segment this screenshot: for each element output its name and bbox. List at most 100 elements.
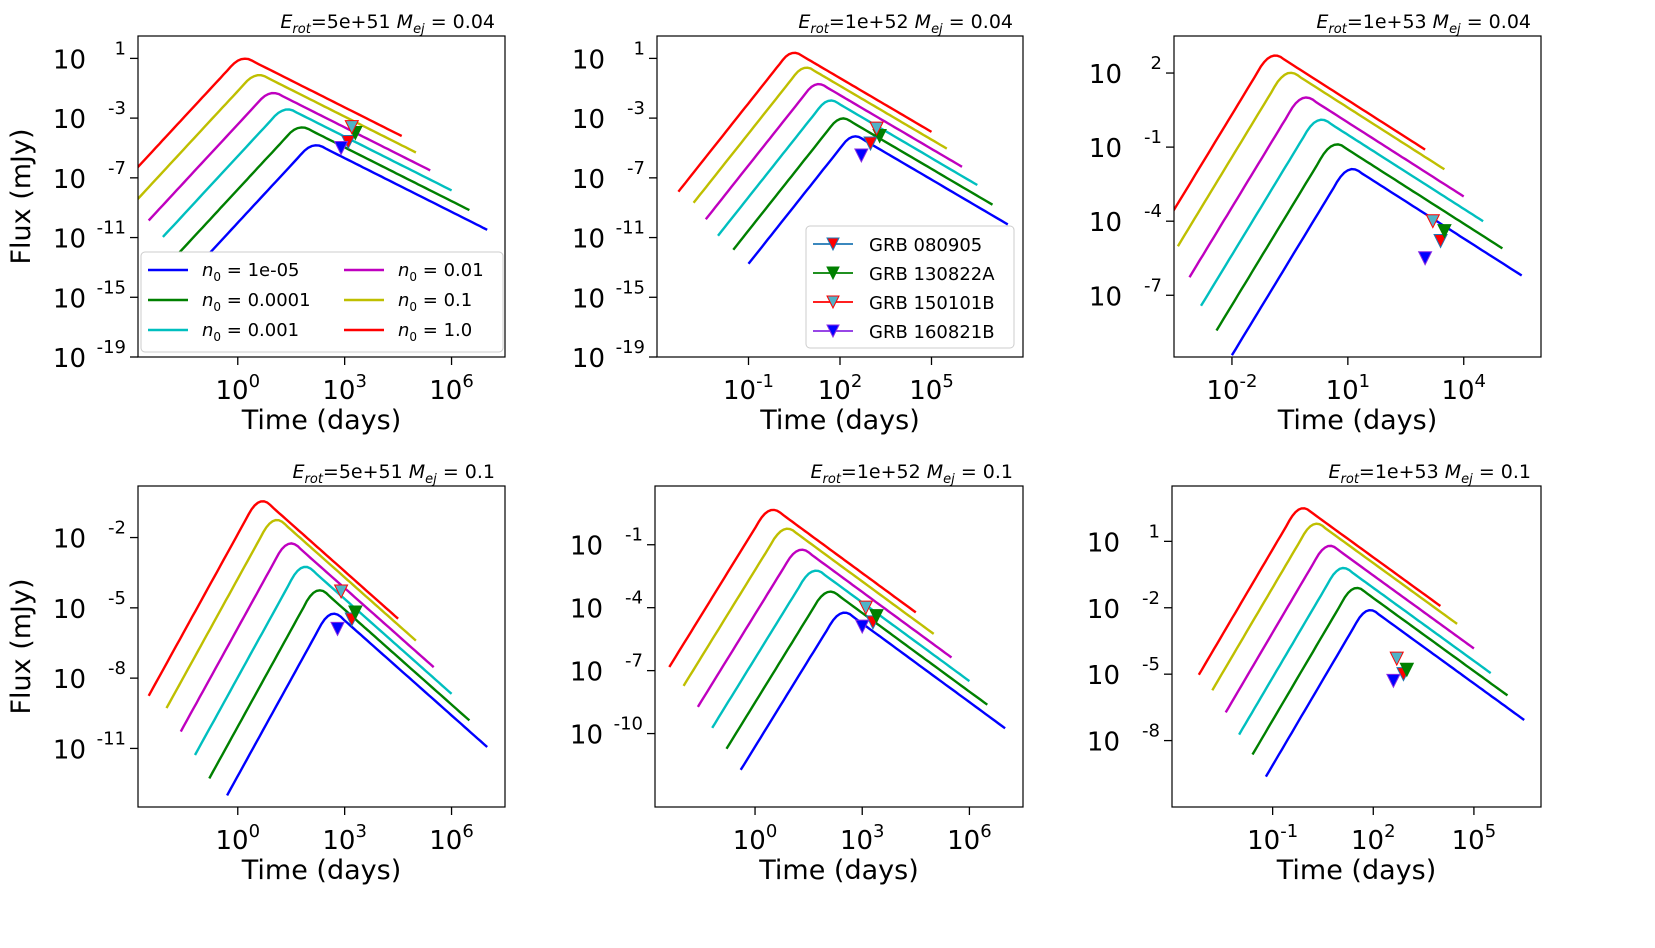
legend-entry-n0: n0 = 0.001	[202, 320, 299, 344]
curves	[677, 51, 1009, 265]
grb-marker-3	[344, 120, 360, 135]
curve-n0-5	[692, 66, 948, 204]
curve-n0-1	[226, 612, 488, 796]
legend-marker	[826, 237, 840, 252]
x-tick-label: 101	[1326, 371, 1371, 406]
curve-n0-3	[1199, 118, 1484, 307]
grb-marker-4	[1417, 251, 1433, 266]
curve-n0-1	[194, 144, 488, 270]
curve-n0-6	[147, 500, 399, 697]
grb-marker-3	[333, 584, 349, 600]
x-tick-label: 10-1	[723, 371, 774, 406]
y-axis-label: Flux (mJy)	[6, 578, 37, 714]
y-tick-exponent: -5	[1142, 654, 1160, 675]
curve-n0-4	[704, 82, 963, 220]
panel-title: Erot=1e+52 Mej = 0.04	[798, 11, 1013, 37]
grb-marker-2	[1399, 662, 1415, 678]
grb-marker-4	[854, 619, 870, 635]
x-tick-label: 103	[840, 821, 885, 856]
legend-marker	[826, 295, 840, 310]
grb-marker-4	[333, 140, 349, 156]
y-tick-exponent: -15	[616, 277, 645, 298]
curve-n0-3	[711, 569, 971, 729]
curve-n0-1	[1230, 167, 1523, 356]
y-tick-exponent: 1	[1149, 521, 1160, 542]
y-tick-label: 10	[1089, 208, 1122, 238]
grb-marker-4	[330, 621, 345, 637]
legend-entry-n0: n0 = 0.0001	[202, 290, 311, 314]
y-tick-exponent: -7	[625, 651, 643, 672]
x-axis-label: Time (days)	[241, 855, 401, 886]
y-tick-exponent: -4	[625, 588, 643, 609]
curve-n0-3	[162, 108, 453, 238]
x-tick-label: 105	[1452, 821, 1497, 856]
legend-box	[140, 251, 504, 353]
x-tick-label: 104	[1441, 371, 1486, 406]
legend-marker	[826, 266, 840, 281]
grb-marker-4	[854, 148, 869, 164]
y-tick-label: 10	[53, 735, 86, 765]
curve-n0-5	[165, 518, 417, 709]
grb-marker-2	[1437, 224, 1452, 239]
y-tick-label: 10	[53, 105, 86, 135]
y-tick-exponent: -1	[1144, 127, 1162, 148]
y-tick-label: 10	[53, 344, 86, 374]
y-tick-label: 10	[53, 284, 86, 314]
y-tick-exponent: -15	[97, 277, 126, 298]
y-tick-exponent: -11	[97, 728, 126, 749]
x-axis-label: Time (days)	[759, 405, 919, 436]
legend-entry-n0: n0 = 1e-05	[202, 260, 300, 284]
x-tick-label: 103	[322, 371, 367, 406]
curve-n0-4	[1224, 544, 1475, 714]
y-tick-label: 10	[53, 525, 86, 555]
curve-n0-1	[747, 135, 1009, 265]
curve-n0-2	[208, 589, 471, 779]
x-axis-label: Time (days)	[1276, 855, 1436, 886]
grb-marker-2	[869, 609, 884, 624]
y-tick-exponent: -4	[1144, 201, 1162, 222]
y-tick-exponent: -2	[108, 518, 126, 539]
axes-frame	[654, 485, 1024, 808]
grb-marker-3	[1389, 651, 1405, 667]
curves	[1174, 54, 1523, 356]
legend-entry-grb: GRB 150101B	[869, 293, 995, 314]
y-tick-label: 10	[572, 165, 605, 195]
x-axis-label: Time (days)	[1277, 405, 1437, 436]
curve-n0-6	[1174, 54, 1426, 213]
y-tick-label: 10	[572, 225, 605, 255]
x-tick-label: 106	[429, 371, 474, 406]
x-tick-label: 100	[215, 821, 260, 856]
y-tick-label: 10	[1087, 595, 1120, 625]
panel-4: 100 103 106 10 -2 10 -5 10 -8 10 -11 Erot=5e+51 Mej…	[6, 461, 506, 886]
grb-marker-1	[863, 136, 878, 152]
x-tick-label: 106	[947, 821, 992, 856]
y-tick-label: 10	[53, 225, 86, 255]
x-tick-label: 103	[322, 821, 367, 856]
y-tick-label: 10	[572, 45, 605, 75]
curve-n0-5	[1211, 522, 1458, 691]
legend-entry-grb: GRB 080905	[869, 235, 982, 256]
axes-frame	[137, 485, 506, 808]
y-axis-label: Flux (mJy)	[6, 128, 37, 264]
y-tick-exponent: -19	[616, 337, 645, 358]
legend-box	[805, 225, 1015, 349]
y-tick-label: 10	[1087, 728, 1120, 758]
curve-n0-1	[1264, 608, 1525, 778]
legend-entry-n0: n0 = 0.01	[398, 260, 484, 284]
y-tick-exponent: -8	[108, 658, 126, 679]
curve-n0-3	[1238, 566, 1492, 736]
legend-marker	[826, 324, 840, 339]
legend-entry-n0: n0 = 0.1	[398, 290, 472, 314]
curve-n0-2	[176, 126, 470, 256]
y-tick-label: 10	[53, 45, 86, 75]
axes-frame	[1171, 485, 1542, 808]
y-tick-exponent: -7	[627, 158, 645, 179]
x-tick-label: 100	[215, 371, 260, 406]
x-tick-label: 102	[1351, 821, 1396, 856]
legend-entry-grb: GRB 160821B	[869, 322, 995, 343]
y-tick-label: 10	[53, 595, 86, 625]
curve-n0-2	[1251, 586, 1509, 756]
y-tick-label: 10	[570, 658, 603, 688]
y-tick-exponent: 2	[1151, 53, 1162, 74]
